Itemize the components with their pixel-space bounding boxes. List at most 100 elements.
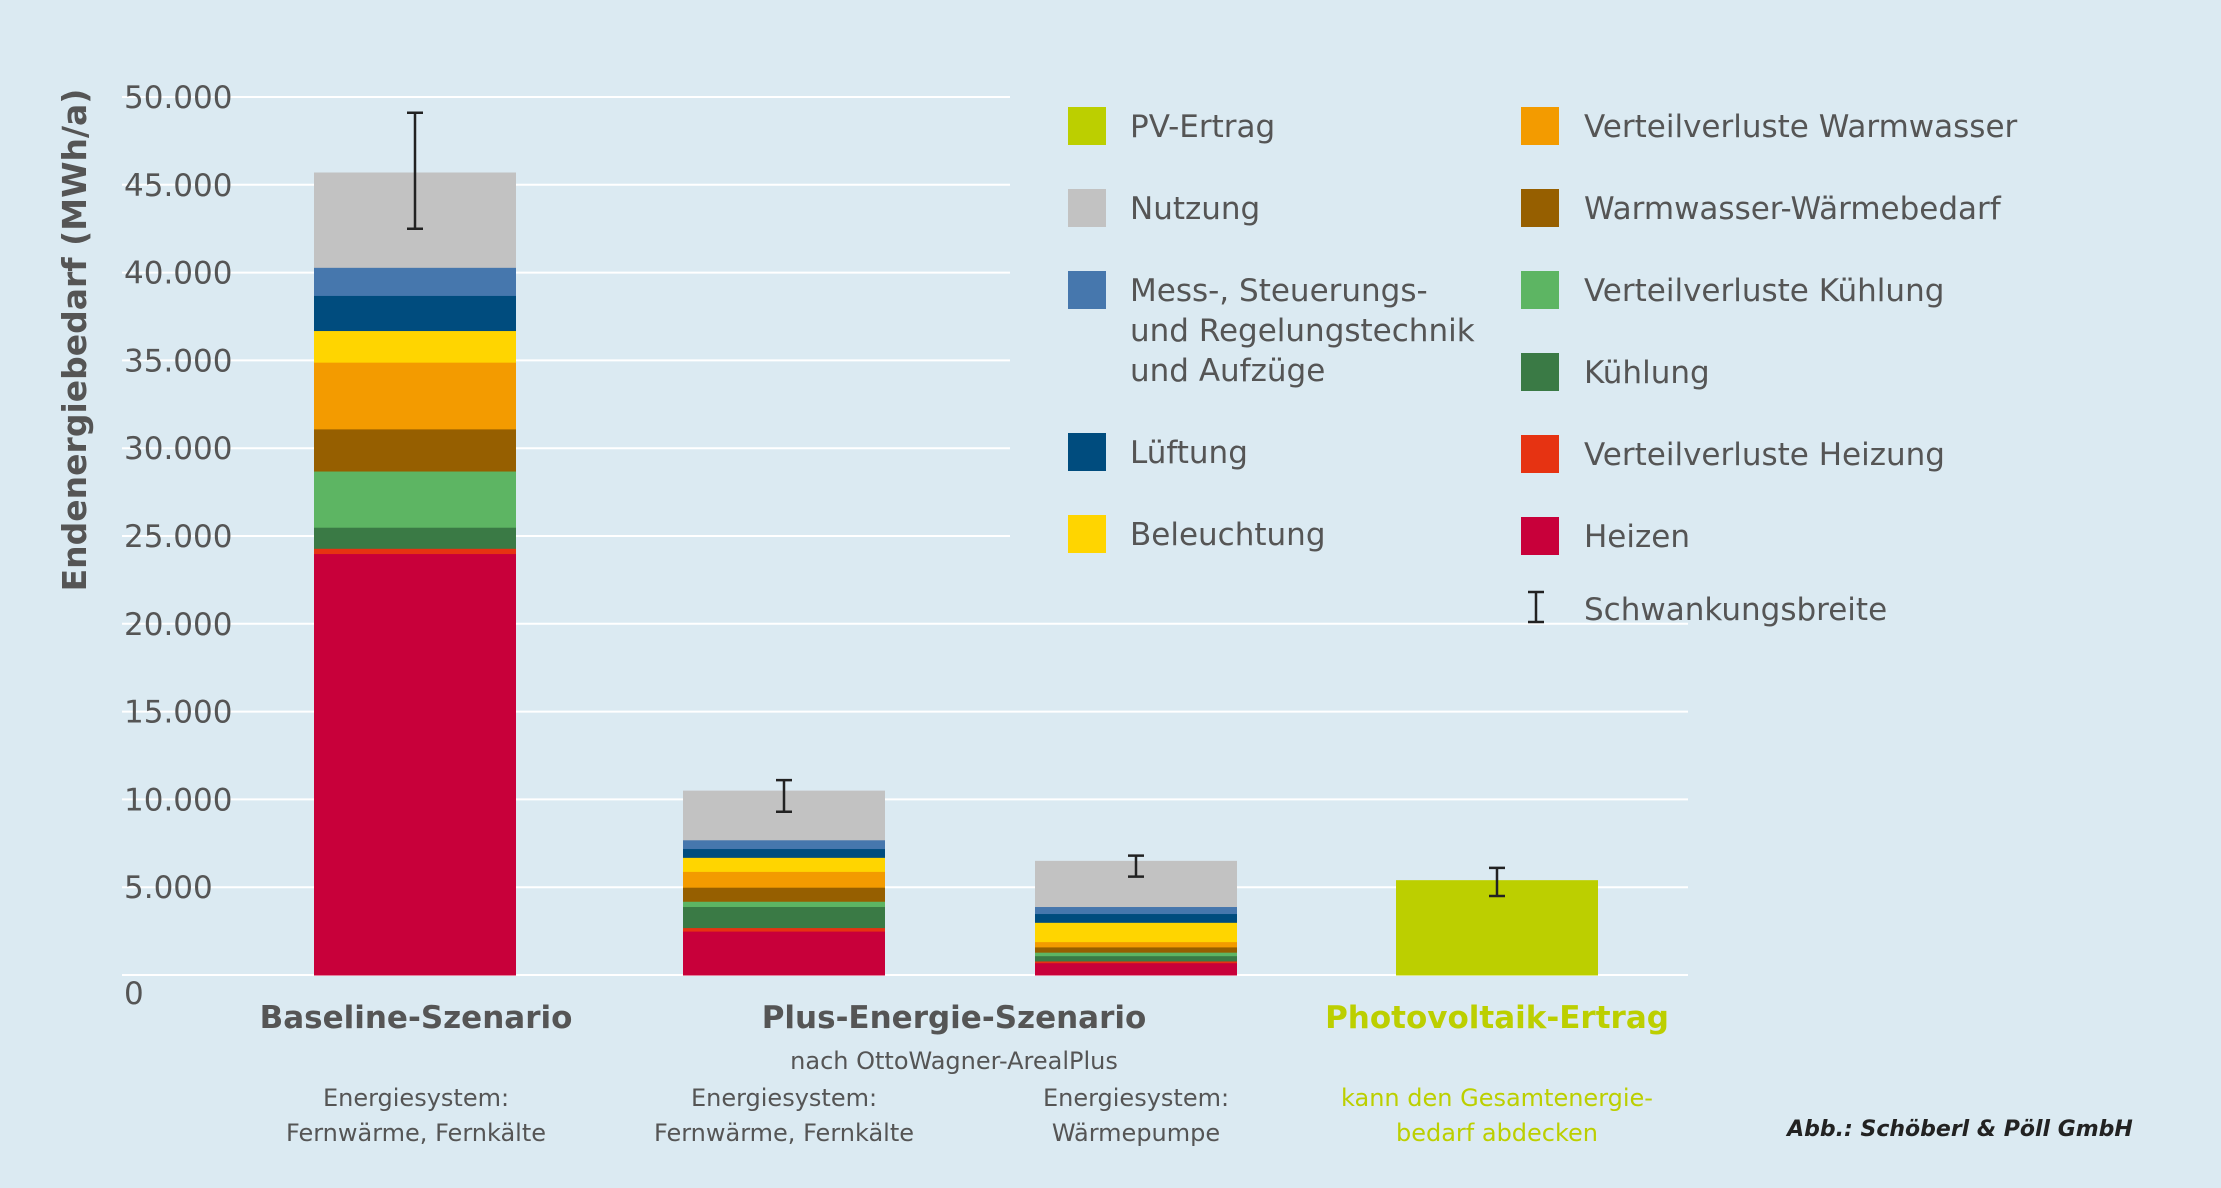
legend-item-warmwasser-wärmebedarf: Warmwasser-Wärmebedarf [1521,189,2002,227]
bar-segment-mess-steuerungs-und-regelungstechnik-und-aufzüge [1035,906,1237,915]
legend-swatch [1521,107,1559,145]
y-tick-label: 5.000 [124,870,213,906]
bar-segment-beleuchtung [683,857,885,872]
bar-segment-lüftung [1035,913,1237,923]
legend: Schwankungsbreite PV-Ertrag Nutzung Mess-,… [1068,107,2018,628]
bar-segment-verteilverluste-warmwasser [1035,941,1237,948]
bar-segment-verteilverluste-heizung [1035,960,1237,964]
y-tick-label: 0 [124,976,144,1012]
group-title-plus: Plus-Energie-Szenario [762,1000,1147,1036]
group-plus-a-line2: Fernwärme, Fernkälte [654,1119,914,1147]
legend-swatch [1068,515,1106,553]
group-title-baseline: Baseline-Szenario [260,1000,573,1036]
legend-label: Verteilverluste Warmwasser [1584,109,2018,145]
bar-segment-beleuchtung [314,330,516,363]
error-bar [1489,866,1505,898]
legend-swatch [1521,517,1559,555]
y-tick-label: 40.000 [124,256,232,292]
legend-item-verteilverluste-heizung: Verteilverluste Heizung [1521,435,1945,473]
group-plus-subtitle: nach OttoWagner-ArealPlus [790,1047,1118,1075]
bar-segment-verteilverluste-kühlung [314,471,516,528]
bar-segment-heizen [314,553,516,976]
bar-segment-verteilverluste-heizung [314,548,516,555]
legend-swatch [1521,353,1559,391]
legend-label: Warmwasser-Wärmebedarf [1584,191,2002,227]
bar-segment-verteilverluste-kühlung [683,901,885,908]
legend-label: und Regelungstechnik [1130,313,1475,349]
bar-segment-verteilverluste-warmwasser [683,871,885,888]
legend-label: Lüftung [1130,435,1248,471]
legend-item-verteilverluste-kühlung: Verteilverluste Kühlung [1521,271,1944,309]
y-tick-label: 50.000 [124,80,232,116]
bar-segment-heizen [1035,962,1237,976]
y-tick-label: 35.000 [124,343,232,379]
legend-label: Beleuchtung [1130,517,1326,553]
legend-item-beleuchtung: Beleuchtung [1068,515,1326,553]
y-tick-label: 10.000 [124,782,232,818]
bar-segment-warmwasser-wärmebedarf [683,887,885,902]
bar-segment-warmwasser-wärmebedarf [1035,946,1237,953]
error-bar [776,778,792,813]
legend-label-schwankungsbreite: Schwankungsbreite [1584,592,1887,628]
y-ticks: 0 5.000 10.000 15.000 20.000 25.000 30.000 35.0… [124,80,232,1012]
legend-item-mess-steuerungs-und-regelungstechnik-und-aufzüge: Mess-, Steuerungs-und Regelungstechnik un… [1068,271,1475,389]
bar-segment-verteilverluste-heizung [683,927,885,932]
bar-segment-kühlung [314,527,516,549]
error-bars [407,111,1505,898]
group-plus-b-line1: Energiesystem: [1043,1084,1229,1112]
group-plus-b-line2: Wärmepumpe [1052,1119,1220,1147]
legend-label: Heizen [1584,519,1690,555]
legend-item-heizen: Heizen [1521,517,1690,555]
legend-swatch [1521,271,1559,309]
y-tick-label: 15.000 [124,695,232,731]
legend-item-verteilverluste-warmwasser: Verteilverluste Warmwasser [1521,107,2018,145]
bar-segment-verteilverluste-warmwasser [314,362,516,430]
legend-swatch [1521,435,1559,473]
bars [314,172,1598,976]
bar-segment-mess-steuerungs-und-regelungstechnik-und-aufzüge [683,839,885,850]
legend-label: PV-Ertrag [1130,109,1275,145]
group-baseline-line1: Energiesystem: [323,1084,509,1112]
y-tick-label: 25.000 [124,519,232,555]
bar-segment-mess-steuerungs-und-regelungstechnik-und-aufzüge [314,267,516,296]
legend-swatch [1068,271,1106,309]
legend-label: und Aufzüge [1130,353,1325,389]
bar-segment-beleuchtung [1035,922,1237,943]
y-axis-title: Endenergiebedarf (MWh/a) [55,89,94,592]
legend-label: Nutzung [1130,191,1260,227]
bar-segment-verteilverluste-kühlung [1035,952,1237,957]
legend-label: Verteilverluste Kühlung [1584,273,1944,309]
bar-segment-lüftung [683,848,885,858]
bar-segment-heizen [683,931,885,976]
y-tick-label: 30.000 [124,431,232,467]
error-bar [407,111,423,230]
bar-segment-lüftung [314,295,516,332]
legend-label: Kühlung [1584,355,1710,391]
legend-item-schwankungsbreite: Schwankungsbreite [1528,590,1887,628]
group-plus-a-line1: Energiesystem: [691,1084,877,1112]
legend-swatch [1068,107,1106,145]
y-tick-label: 45.000 [124,168,232,204]
legend-item-kühlung: Kühlung [1521,353,1710,391]
legend-swatch [1521,189,1559,227]
figure-credit: Abb.: Schöberl & Pöll GmbH [1785,1117,2133,1142]
legend-item-pv-ertrag: PV-Ertrag [1068,107,1275,145]
legend-item-nutzung: Nutzung [1068,189,1260,227]
group-pv-line1: kann den Gesamtenergie- [1341,1084,1653,1112]
bar-segment-warmwasser-wärmebedarf [314,428,516,472]
error-bar [1128,854,1144,878]
errorbar-icon [1528,590,1544,624]
group-baseline-line2: Fernwärme, Fernkälte [286,1119,546,1147]
legend-item-lüftung: Lüftung [1068,433,1248,471]
group-title-pv: Photovoltaik-Ertrag [1325,1000,1669,1036]
legend-swatch [1068,189,1106,227]
bar-segment-kühlung [1035,955,1237,962]
legend-swatch [1068,433,1106,471]
bar-segment-kühlung [683,906,885,929]
legend-label: Verteilverluste Heizung [1584,437,1945,473]
y-tick-label: 20.000 [124,607,232,643]
legend-label: Mess-, Steuerungs- [1130,273,1428,309]
group-pv-line2: bedarf abdecken [1396,1119,1598,1147]
